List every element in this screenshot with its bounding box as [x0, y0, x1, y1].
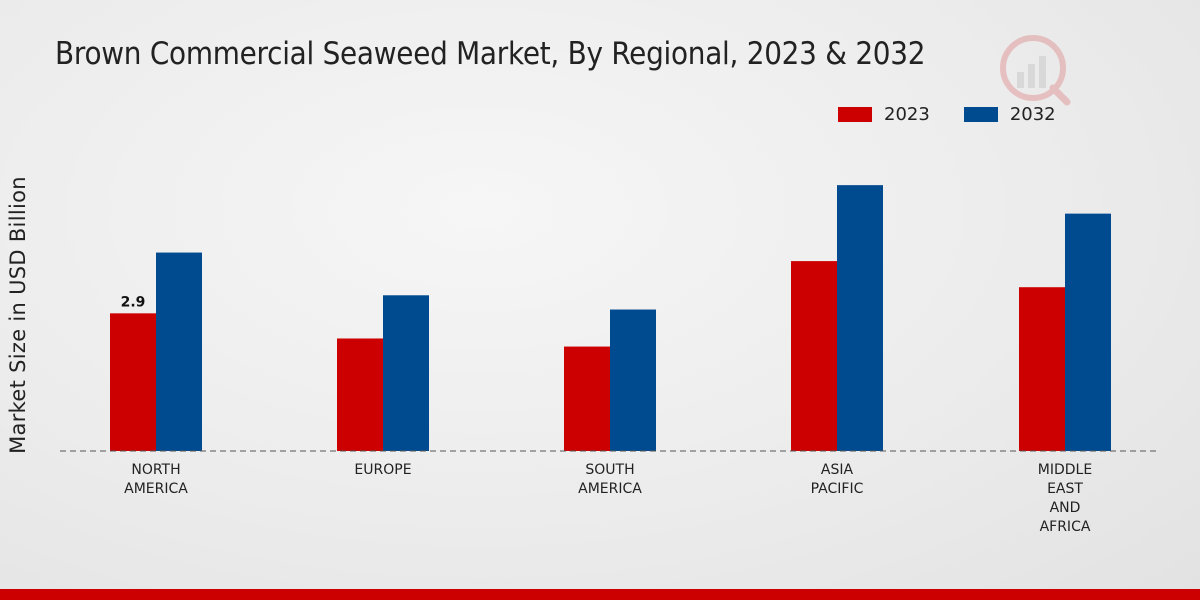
- x-tick-label-1: EUROPE: [354, 462, 411, 478]
- bar-2032-4: [1065, 213, 1111, 451]
- x-tick-label-0: NORTH AMERICA: [124, 462, 188, 497]
- brand-logo-icon: [1000, 35, 1071, 106]
- bar-2032-2: [610, 309, 656, 451]
- x-tick-label-line: AFRICA: [1040, 519, 1091, 535]
- x-tick-label-line: AMERICA: [124, 481, 188, 497]
- x-tick-label-line: EUROPE: [354, 462, 411, 478]
- bar-2023-2: [564, 346, 610, 451]
- legend-swatch-2023: [838, 107, 872, 122]
- x-tick-label-line: ASIA: [821, 462, 854, 478]
- legend-item-2023: 2023: [838, 104, 930, 125]
- x-tick-label-line: MIDDLE: [1038, 462, 1092, 478]
- x-tick-label-line: NORTH: [131, 462, 180, 478]
- x-tick-label-2: SOUTH AMERICA: [578, 462, 642, 497]
- data-label-0: 2.9: [121, 294, 146, 310]
- bar-2023-0: [110, 313, 156, 451]
- bar-2032-3: [837, 185, 883, 451]
- legend-item-2032: 2032: [963, 104, 1056, 125]
- bar-2032-0: [156, 252, 202, 451]
- x-tick-label-4: MIDDLE EAST AND AFRICA: [1038, 462, 1092, 535]
- legend-label-2023: 2023: [884, 104, 930, 125]
- legend: 2023 2032: [838, 104, 1090, 125]
- legend-swatch-2032: [963, 107, 998, 122]
- chart-title: Brown Commercial Seaweed Market, By Regi…: [55, 36, 926, 72]
- x-tick-label-line: AND: [1050, 500, 1081, 516]
- bar-2023-3: [791, 261, 837, 451]
- bar-2032-1: [383, 295, 429, 451]
- bar-2023-4: [1019, 287, 1065, 451]
- x-tick-label-3: ASIA PACIFIC: [811, 462, 864, 497]
- x-tick-label-line: PACIFIC: [811, 481, 864, 497]
- x-tick-label-line: EAST: [1047, 481, 1083, 497]
- bar-2023-1: [337, 338, 383, 451]
- x-tick-label-line: SOUTH: [585, 462, 634, 478]
- footer-bar: [0, 589, 1200, 600]
- x-tick-label-line: AMERICA: [578, 481, 642, 497]
- legend-label-2032: 2032: [1009, 104, 1056, 125]
